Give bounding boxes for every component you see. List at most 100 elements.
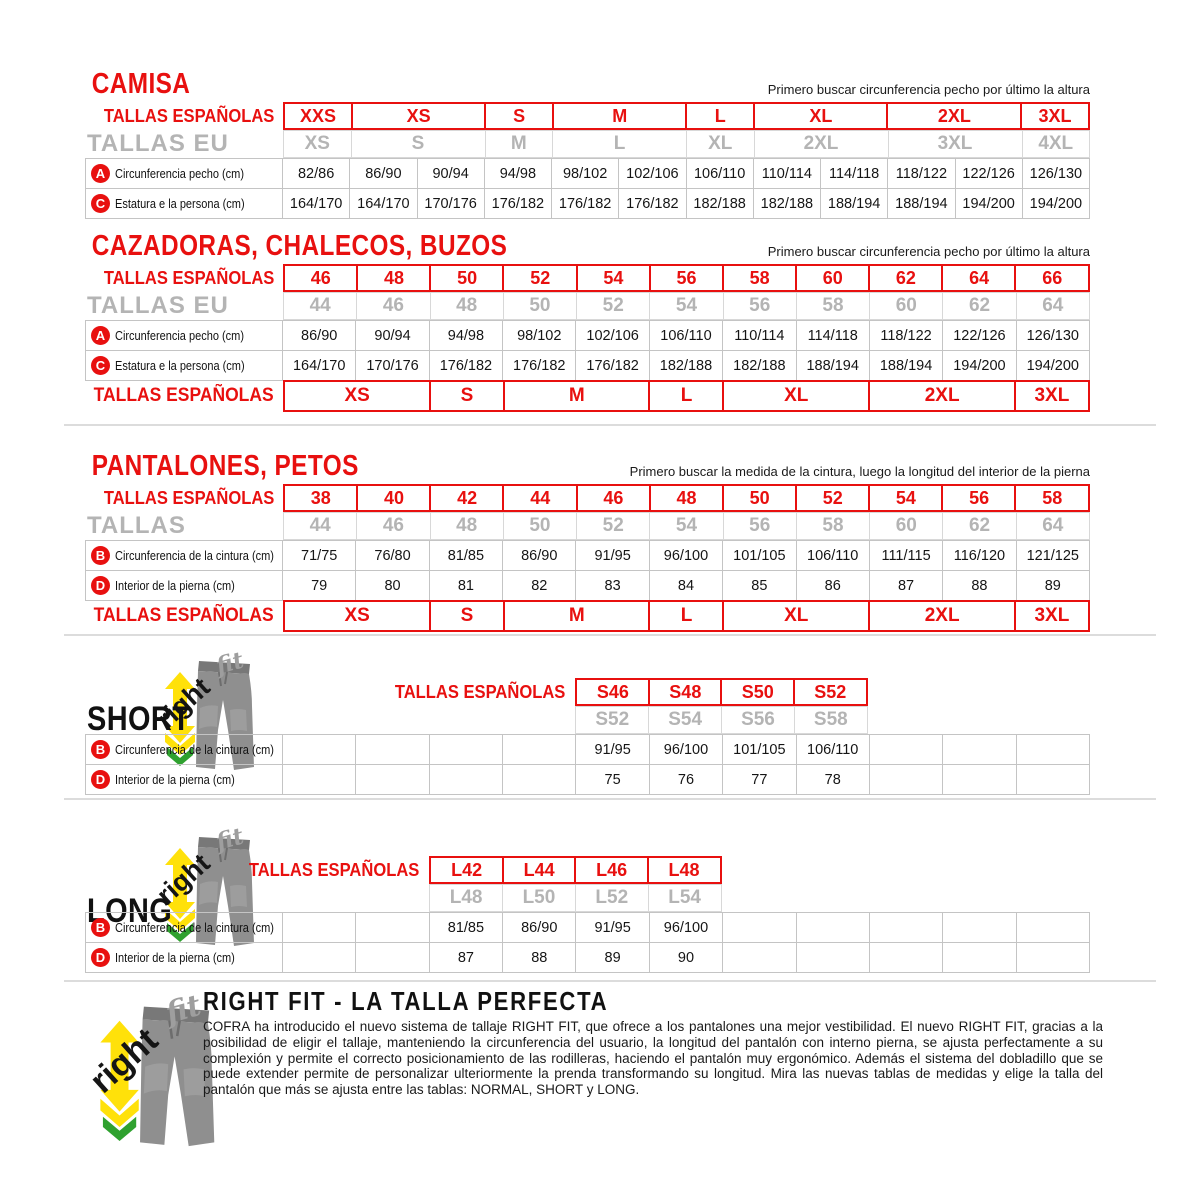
value-cell: 98/102: [502, 320, 577, 351]
value-cell: 102/106: [618, 158, 687, 189]
es-size-cell: L: [685, 102, 756, 130]
value-cell: 176/182: [502, 350, 577, 381]
es-size-cell: 46: [283, 264, 359, 292]
eu-size-cell: M: [484, 130, 553, 158]
value-cell: 86/90: [502, 912, 577, 943]
es-size-cell: 62: [868, 264, 944, 292]
empty-cell: [502, 764, 577, 795]
label-text: Circunferencia de la cintura (cm): [115, 742, 274, 757]
section-note: Primero buscar la medida de la cintura, …: [629, 464, 1090, 479]
value-cell: 98/102: [551, 158, 620, 189]
eu-size-cell: 62: [942, 292, 1017, 320]
value-cell: 90: [648, 942, 724, 973]
value-cells: 81/85 86/90 91/95 96/100: [282, 912, 1090, 943]
es-sizes-row: TALLAS ESPAÑOLAS 38 40 42 44 46 48 50 52 54 56 58: [85, 484, 1091, 512]
spacer: [722, 856, 1090, 884]
es-size-cell: 66: [1014, 264, 1091, 292]
measure-label: C Estatura e la persona (cm): [85, 350, 283, 381]
rf-red-cells: L42 L44 L46 L48: [429, 856, 722, 884]
badge-d: D: [91, 948, 110, 967]
value-cell: 86/90: [282, 320, 357, 351]
bottom-size-cell: XL: [722, 600, 871, 632]
value-cell: 176/182: [428, 350, 504, 381]
es-sizes-row: TALLAS ESPAÑOLAS XXS XS S M L XL 2XL 3XL: [85, 102, 1090, 130]
empty-cell: [355, 912, 430, 943]
measure-label: D Interior de la pierna (cm): [85, 764, 283, 795]
empty-cell: [282, 942, 357, 973]
eu-sizes-label: TALLAS: [85, 512, 283, 540]
es-size-cell: 44: [502, 484, 579, 512]
gray-cells-wrap: 44 46 48 50 52 54 56 58 60 62 64: [283, 292, 1090, 320]
value-cells: 86/90 90/94 94/98 98/102 102/106 106/110 110/1…: [282, 320, 1090, 351]
empty-cell: [428, 734, 504, 765]
badge-d: D: [91, 770, 110, 789]
rightfit-logo-slot: right fit: [151, 822, 263, 949]
label-text: TALLAS: [87, 512, 186, 539]
measure-label: C Estatura e la persona (cm): [85, 188, 283, 219]
updown-arrow-icon: [165, 848, 195, 919]
rf-gray-cells: S52 S54 S56 S58: [575, 706, 868, 734]
eu-size-cell: 2XL: [753, 130, 889, 158]
empty-cell: [1015, 734, 1090, 765]
value-cells: 87 88 89 90: [282, 942, 1090, 973]
label-text: Interior de la pierna (cm): [115, 950, 235, 965]
rf-eu-size-cell: S56: [721, 706, 795, 734]
rf-es-size-cell: L48: [646, 856, 722, 884]
value-cell: 176/182: [575, 350, 650, 381]
eu-size-cell: 50: [502, 512, 578, 540]
value-cell: 121/125: [1015, 540, 1090, 571]
measure-row: C Estatura e la persona (cm) 164/170 164/17…: [85, 188, 1090, 219]
empty-cell: [868, 734, 944, 765]
chevron-green-icon: [167, 923, 193, 942]
es-sizes-label: TALLAS ESPAÑOLAS: [85, 102, 283, 130]
value-cell: 182/188: [752, 188, 821, 219]
spacer: [868, 706, 1090, 734]
rf-es-size-cell: S50: [720, 678, 796, 706]
label-text: Interior de la pierna (cm): [115, 578, 235, 593]
measure-row: A Circunferencia pecho (cm) 82/86 86/90 90/9…: [85, 158, 1090, 189]
value-cell: 106/110: [795, 734, 870, 765]
measure-row: B Circunferencia de la cintura (cm) 91/95 9…: [85, 734, 1090, 765]
value-cell: 94/98: [483, 158, 552, 189]
rf-eu-size-cell: S54: [648, 706, 723, 734]
rf-eu-size-cell: S58: [793, 706, 868, 734]
pants-icon: [140, 1006, 215, 1147]
es-size-cell: 40: [356, 484, 432, 512]
section-note: Primero buscar circunferencia pecho por …: [767, 82, 1090, 97]
eu-size-cell: 3XL: [887, 130, 1023, 158]
measure-label: D Interior de la pierna (cm): [85, 942, 283, 973]
es-sizes-row: TALLAS ESPAÑOLAS 46 48 50 52 54 56 58 60 62 64 66: [85, 264, 1091, 292]
value-cell: 122/126: [942, 320, 1017, 351]
eu-size-cell: 58: [795, 292, 871, 320]
value-cell: 88: [942, 570, 1017, 601]
es-sizes-label: TALLAS ESPAÑOLAS: [85, 264, 283, 292]
section-long: right fit LONG TALLAS ESPAÑOLAS L42 L44 L46…: [85, 818, 1090, 983]
badge-c: C: [91, 356, 110, 375]
value-cell: 84: [648, 570, 724, 601]
spacer: [85, 706, 575, 734]
value-cell: 86/90: [502, 540, 577, 571]
value-cell: 82/86: [282, 158, 351, 189]
empty-cell: [942, 912, 1017, 943]
rf-es-sizes-row: TALLAS ESPAÑOLAS L42 L44 L46 L48: [85, 856, 1090, 884]
value-cell: 80: [355, 570, 430, 601]
rf-es-size-cell: S46: [575, 678, 651, 706]
empty-cell: [355, 942, 430, 973]
value-cells: 71/75 76/80 81/85 86/90 91/95 96/100 101/105 10…: [282, 540, 1090, 571]
es-size-cell: 54: [868, 484, 944, 512]
eu-sizes-label: TALLAS EU: [85, 292, 283, 320]
rf-eu-size-cell: L48: [429, 884, 504, 912]
section-title: CAMISA: [91, 68, 191, 100]
empty-cell: [282, 764, 357, 795]
es-size-cell: M: [551, 102, 688, 130]
es-size-cell: 42: [429, 484, 505, 512]
es-size-cell: XS: [350, 102, 487, 130]
value-cell: 176/182: [618, 188, 687, 219]
measure-label: A Circunferencia pecho (cm): [85, 158, 283, 189]
size-table-short: TALLAS ESPAÑOLAS S46 S48 S50 S52 S52 S54 S56 S58…: [85, 678, 1090, 795]
eu-size-cell: 44: [283, 292, 358, 320]
bottom-size-cell: 3XL: [1013, 600, 1090, 632]
value-cell: 164/170: [282, 188, 351, 219]
value-cell: 77: [722, 764, 797, 795]
value-cell: 87: [428, 942, 504, 973]
